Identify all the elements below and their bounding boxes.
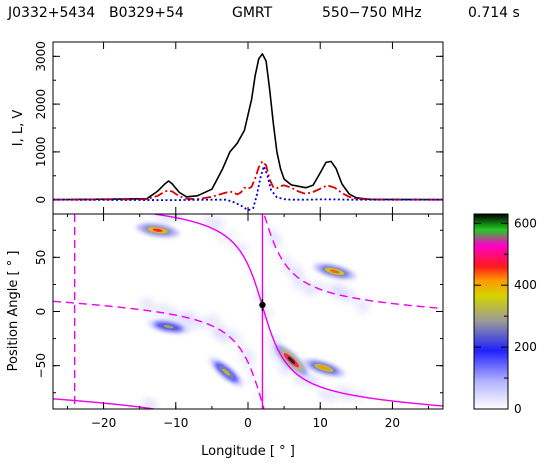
pa-blob-5 — [313, 263, 357, 280]
rvm-curve-primary — [53, 214, 443, 409]
pa-ytick-label: 0 — [34, 308, 48, 316]
pa-ticks: −20 −10 0 10 20 −50 0 50 — [34, 214, 443, 430]
profile-series-2 — [53, 165, 443, 212]
header-band: 550−750 MHz — [322, 5, 422, 21]
pa-haze-dot — [283, 264, 291, 273]
profile-ytick-label: 0 — [34, 196, 48, 204]
profile-series-1 — [53, 160, 443, 201]
pa-haze-dot — [289, 265, 303, 279]
pa-haze-dot — [299, 275, 307, 282]
pa-haze-dot — [346, 391, 356, 401]
pa-ylabel: Position Angle [ ° ] — [6, 251, 21, 372]
pa-haze-dot — [282, 256, 291, 264]
pa-haze-dot — [269, 235, 282, 248]
pa-haze-dot — [318, 388, 328, 398]
pa-blob-3 — [274, 344, 308, 376]
pa-haze-dot — [318, 283, 326, 291]
pa-haze-dot — [228, 231, 235, 238]
pa-haze-dot — [302, 282, 316, 296]
pa-haze-dot — [235, 336, 244, 345]
pa-xtick-label: 10 — [313, 416, 328, 430]
header-bname: B0329+54 — [109, 5, 184, 21]
header: J0332+5434 B0329+54 GMRT 550−750 MHz 0.7… — [7, 5, 520, 21]
profile-ytick-label: 2000 — [34, 89, 48, 120]
profile-ylabel: I, L, V — [11, 110, 26, 147]
pa-haze-dot — [341, 288, 356, 303]
pa-haze-dot — [246, 363, 253, 371]
pa-haze-dot — [152, 307, 160, 316]
pa-frame — [52, 213, 444, 410]
pa-xlabel: Longitude [ ° ] — [201, 444, 295, 459]
header-telescope: GMRT — [232, 5, 273, 21]
colorbar-ticks: 0 200 400 600 — [474, 216, 537, 416]
rvm-curve-orthogonal — [53, 215, 443, 409]
pa-blob-layer — [287, 356, 296, 364]
pa-blob-layer — [163, 324, 174, 329]
pa-haze-dot — [200, 316, 212, 329]
profile-series-0 — [53, 53, 443, 201]
pa-haze-dot — [157, 303, 168, 313]
pa-ytick-label: −50 — [34, 353, 48, 378]
header-period: 0.714 s — [468, 5, 520, 21]
pa-haze-dot — [241, 350, 255, 364]
pa-plot-area — [53, 214, 443, 409]
pa-blob-2 — [208, 357, 244, 387]
pa-haze-dot — [210, 314, 220, 324]
profile-frame — [52, 41, 444, 215]
profile-ticks: 0 1000 2000 3000 — [34, 41, 443, 214]
profile-series — [53, 53, 443, 212]
pa-haze-dot — [144, 399, 157, 409]
pa-ytick-label: 50 — [34, 250, 48, 265]
pa-haze — [140, 214, 369, 409]
profile-panel: 0 1000 2000 3000 I, L, V — [11, 41, 444, 215]
pa-haze-dot — [229, 330, 238, 339]
colorbar-tick-label: 0 — [514, 402, 522, 416]
pa-haze-dot — [140, 298, 154, 312]
pa-density — [135, 214, 369, 409]
colorbar-tick-label: 200 — [514, 340, 537, 354]
pa-haze-dot — [358, 390, 366, 397]
profile-ytick-label: 3000 — [34, 41, 48, 72]
rvm-curves — [53, 214, 443, 409]
header-jname: J0332+5434 — [7, 5, 95, 21]
pa-haze-dot — [166, 311, 176, 321]
fiducial-marker — [259, 299, 266, 311]
pa-blob-layer — [222, 368, 231, 376]
pa-haze-dot — [218, 234, 227, 243]
pa-xtick-label: −10 — [163, 416, 188, 430]
pa-xtick-label: 0 — [244, 416, 252, 430]
pa-blob-1 — [146, 319, 191, 334]
profile-ytick-label: 1000 — [34, 137, 48, 168]
pa-haze-dot — [356, 300, 369, 313]
pa-xtick-label: −20 — [91, 416, 116, 430]
pa-haze-dot — [325, 391, 337, 403]
colorbar-tick-label: 600 — [514, 216, 537, 230]
pa-blob-0 — [135, 223, 180, 238]
pa-blob-layer — [319, 365, 329, 370]
colorbar-gradient — [473, 213, 509, 410]
pa-haze-dot — [248, 371, 257, 381]
pa-haze-dot — [292, 278, 304, 289]
pa-blob-layer — [152, 228, 163, 232]
pa-panel: −20 −10 0 10 20 −50 0 50 Position Angle [ ° ] L… — [6, 213, 444, 459]
pa-xtick-label: 20 — [385, 416, 400, 430]
pa-blob-4 — [302, 359, 345, 377]
colorbar: 0 200 400 600 — [473, 213, 537, 416]
pa-blob-layer — [329, 269, 340, 274]
colorbar-tick-label: 400 — [514, 278, 537, 292]
